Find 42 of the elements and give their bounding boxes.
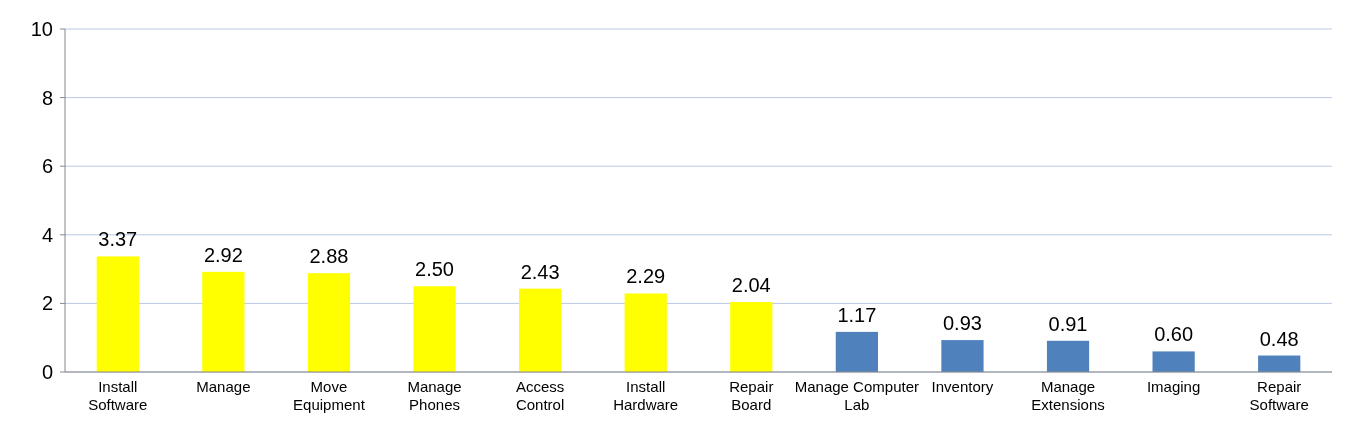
x-tick-label: Manage Phones [407, 378, 462, 413]
y-tick-label: 0 [41, 361, 53, 383]
x-tick-label: Imaging [1146, 378, 1201, 395]
data-label: 2.50 [415, 258, 455, 281]
data-label: 1.17 [837, 303, 877, 326]
data-label: 0.48 [1259, 327, 1299, 350]
data-label: 2.88 [309, 245, 349, 268]
x-tick-label: Move Equipment [293, 378, 366, 413]
x-tick-label: Repair Board [729, 378, 774, 413]
x-tick-label: Manage Computer Lab [794, 378, 919, 413]
data-label: 2.29 [626, 265, 666, 288]
data-label: 2.04 [731, 274, 771, 297]
y-tick-label: 6 [41, 155, 53, 178]
x-tick-label: Inventory [931, 378, 994, 395]
x-tick-label: Repair Software [1249, 378, 1309, 413]
data-label: 0.91 [1048, 312, 1088, 335]
x-tick-label: Install Hardware [613, 378, 679, 413]
bar [413, 286, 456, 372]
data-label: 0.93 [942, 312, 982, 335]
data-label: 2.43 [520, 260, 560, 283]
y-tick-label: 10 [30, 18, 53, 40]
bar [1258, 355, 1301, 372]
bar [1152, 351, 1195, 372]
bar [941, 340, 984, 372]
x-tick-label: Install Software [88, 378, 148, 413]
x-tick-label: Manage Extensions [1031, 378, 1105, 413]
bar [1046, 340, 1090, 372]
data-label: 0.60 [1154, 323, 1194, 346]
y-tick-label: 2 [41, 292, 53, 315]
y-tick-label: 8 [41, 86, 53, 109]
data-label: 2.92 [203, 243, 243, 266]
bar [624, 293, 667, 372]
bar [202, 271, 245, 372]
y-tick-label: 4 [41, 223, 53, 246]
data-label: 3.37 [98, 228, 138, 251]
bar [307, 273, 351, 372]
x-tick-label: Manage [196, 378, 251, 395]
bar [835, 331, 878, 372]
bar [96, 256, 139, 372]
bar [519, 288, 562, 372]
x-tick-label: Access Control [515, 378, 565, 413]
bar [730, 302, 773, 372]
